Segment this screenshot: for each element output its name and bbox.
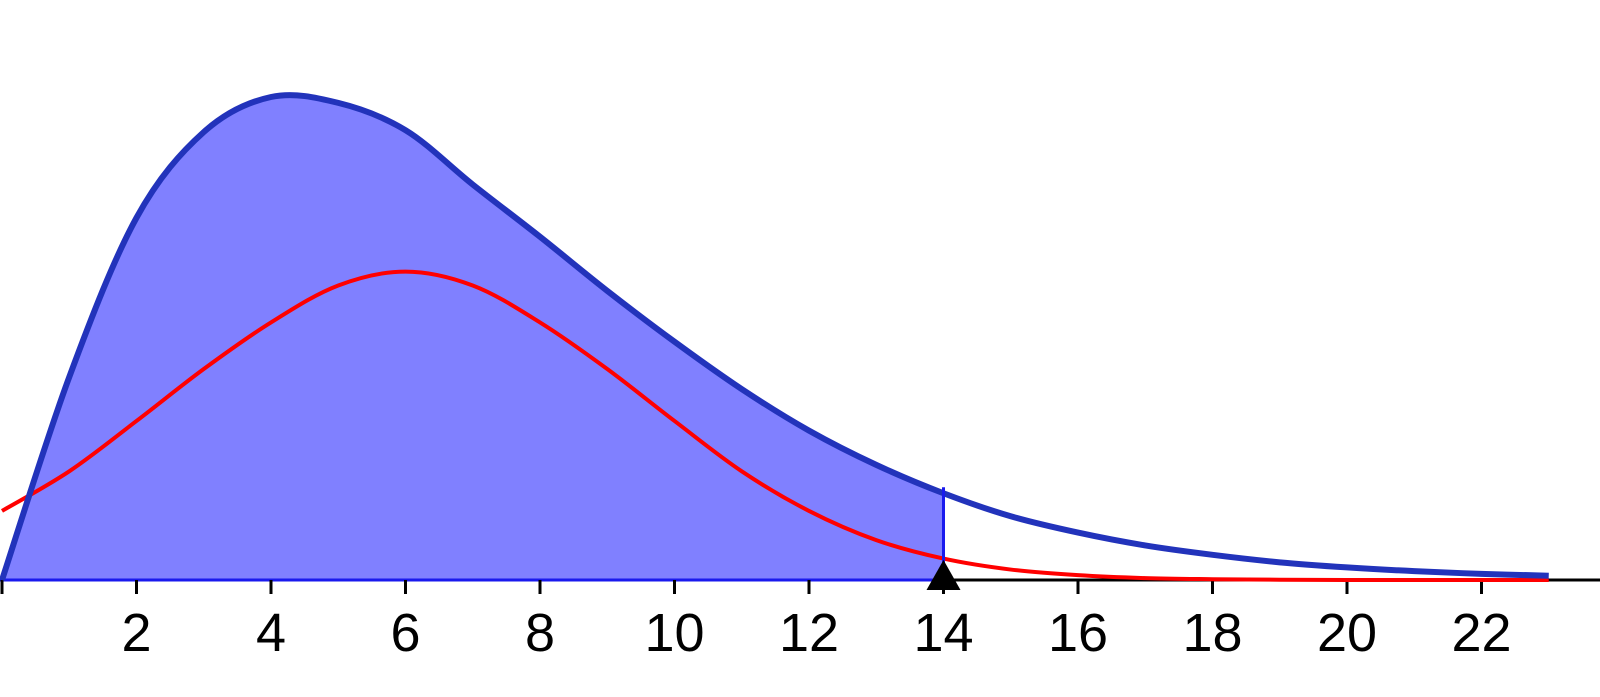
marker-triangle — [926, 560, 961, 590]
chi-square-density-curve — [0, 92, 1549, 581]
x-tick-label-8: 8 — [525, 603, 555, 663]
normal-density-curve — [0, 269, 1549, 583]
x-tick-label-2: 2 — [121, 603, 151, 663]
x-tick-label-6: 6 — [390, 603, 420, 663]
x-tick-label-16: 16 — [1048, 603, 1108, 663]
x-tick-label-4: 4 — [256, 603, 286, 663]
x-tick-label-14: 14 — [913, 603, 973, 663]
x-tick-label-12: 12 — [779, 603, 839, 663]
shaded-area — [2, 95, 944, 580]
x-tick-label-22: 22 — [1451, 603, 1511, 663]
plot-area: 2 4 6 8 10 12 14 16 18 20 22 — [0, 92, 1600, 663]
x-tick-label-10: 10 — [644, 603, 704, 663]
x-tick-label-20: 20 — [1317, 603, 1377, 663]
x-tick-label-18: 18 — [1182, 603, 1242, 663]
